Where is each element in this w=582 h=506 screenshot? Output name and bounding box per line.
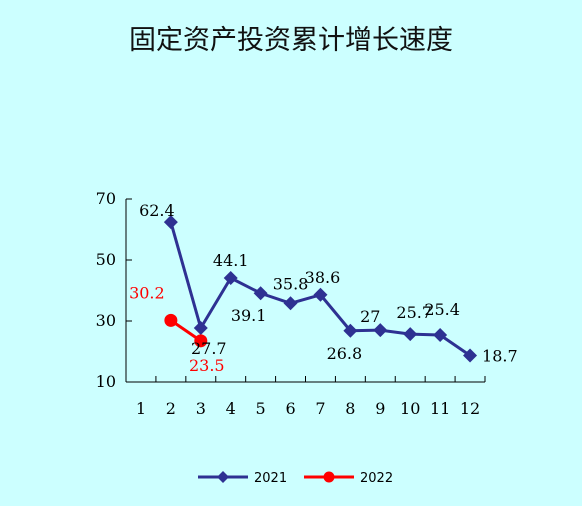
data-point-2021 (163, 215, 178, 230)
x-tick-label: 12 (460, 399, 480, 418)
data-label-2021: 25.7 (396, 303, 432, 322)
y-tick-label: 70 (96, 189, 116, 208)
x-tick-label: 11 (430, 399, 450, 418)
y-tick-label: 10 (96, 372, 116, 391)
data-label-2022: 23.5 (189, 356, 225, 375)
chart-title: 固定资产投资累计增长速度 (129, 25, 453, 56)
x-tick-label: 6 (285, 399, 295, 418)
data-label-2021: 44.1 (213, 251, 249, 270)
x-tick-label: 2 (166, 399, 176, 418)
data-label-2021: 25.4 (424, 300, 460, 319)
x-tick-label: 10 (400, 399, 420, 418)
data-point-2021 (223, 270, 238, 285)
data-point-2022 (194, 334, 208, 348)
data-label-2021: 27 (360, 307, 380, 326)
data-point-2022 (164, 313, 178, 327)
data-label-2021: 27.7 (191, 339, 227, 358)
x-tick-label: 1 (136, 399, 146, 418)
data-point-2021 (403, 327, 418, 342)
data-label-2021: 35.8 (273, 274, 309, 293)
y-tick-label: 50 (96, 250, 116, 269)
data-label-2021: 62.4 (139, 201, 175, 220)
data-label-2021: 38.6 (305, 268, 341, 287)
legend-label-2022: 2022 (360, 471, 393, 486)
data-label-2021: 18.7 (482, 346, 518, 365)
legend-marker-2022 (323, 471, 335, 483)
data-point-2021 (253, 286, 268, 301)
data-label-2022: 30.2 (129, 283, 165, 302)
data-point-2021 (433, 328, 448, 343)
data-point-2021 (313, 287, 328, 302)
legend-label-2021: 2021 (254, 471, 287, 486)
legend-marker-2021 (217, 471, 229, 483)
x-tick-label: 8 (345, 399, 355, 418)
x-tick-label: 7 (315, 399, 325, 418)
data-point-2021 (463, 348, 478, 363)
data-label-2021: 26.8 (327, 344, 363, 363)
data-point-2021 (373, 323, 388, 338)
data-label-2021: 39.1 (231, 306, 267, 325)
x-tick-label: 5 (256, 399, 266, 418)
x-tick-label: 4 (226, 399, 236, 418)
data-point-2021 (343, 323, 358, 338)
data-point-2021 (283, 296, 298, 311)
data-point-2021 (193, 321, 208, 336)
x-tick-label: 9 (375, 399, 385, 418)
x-tick-label: 3 (196, 399, 206, 418)
y-tick-label: 30 (96, 311, 116, 330)
